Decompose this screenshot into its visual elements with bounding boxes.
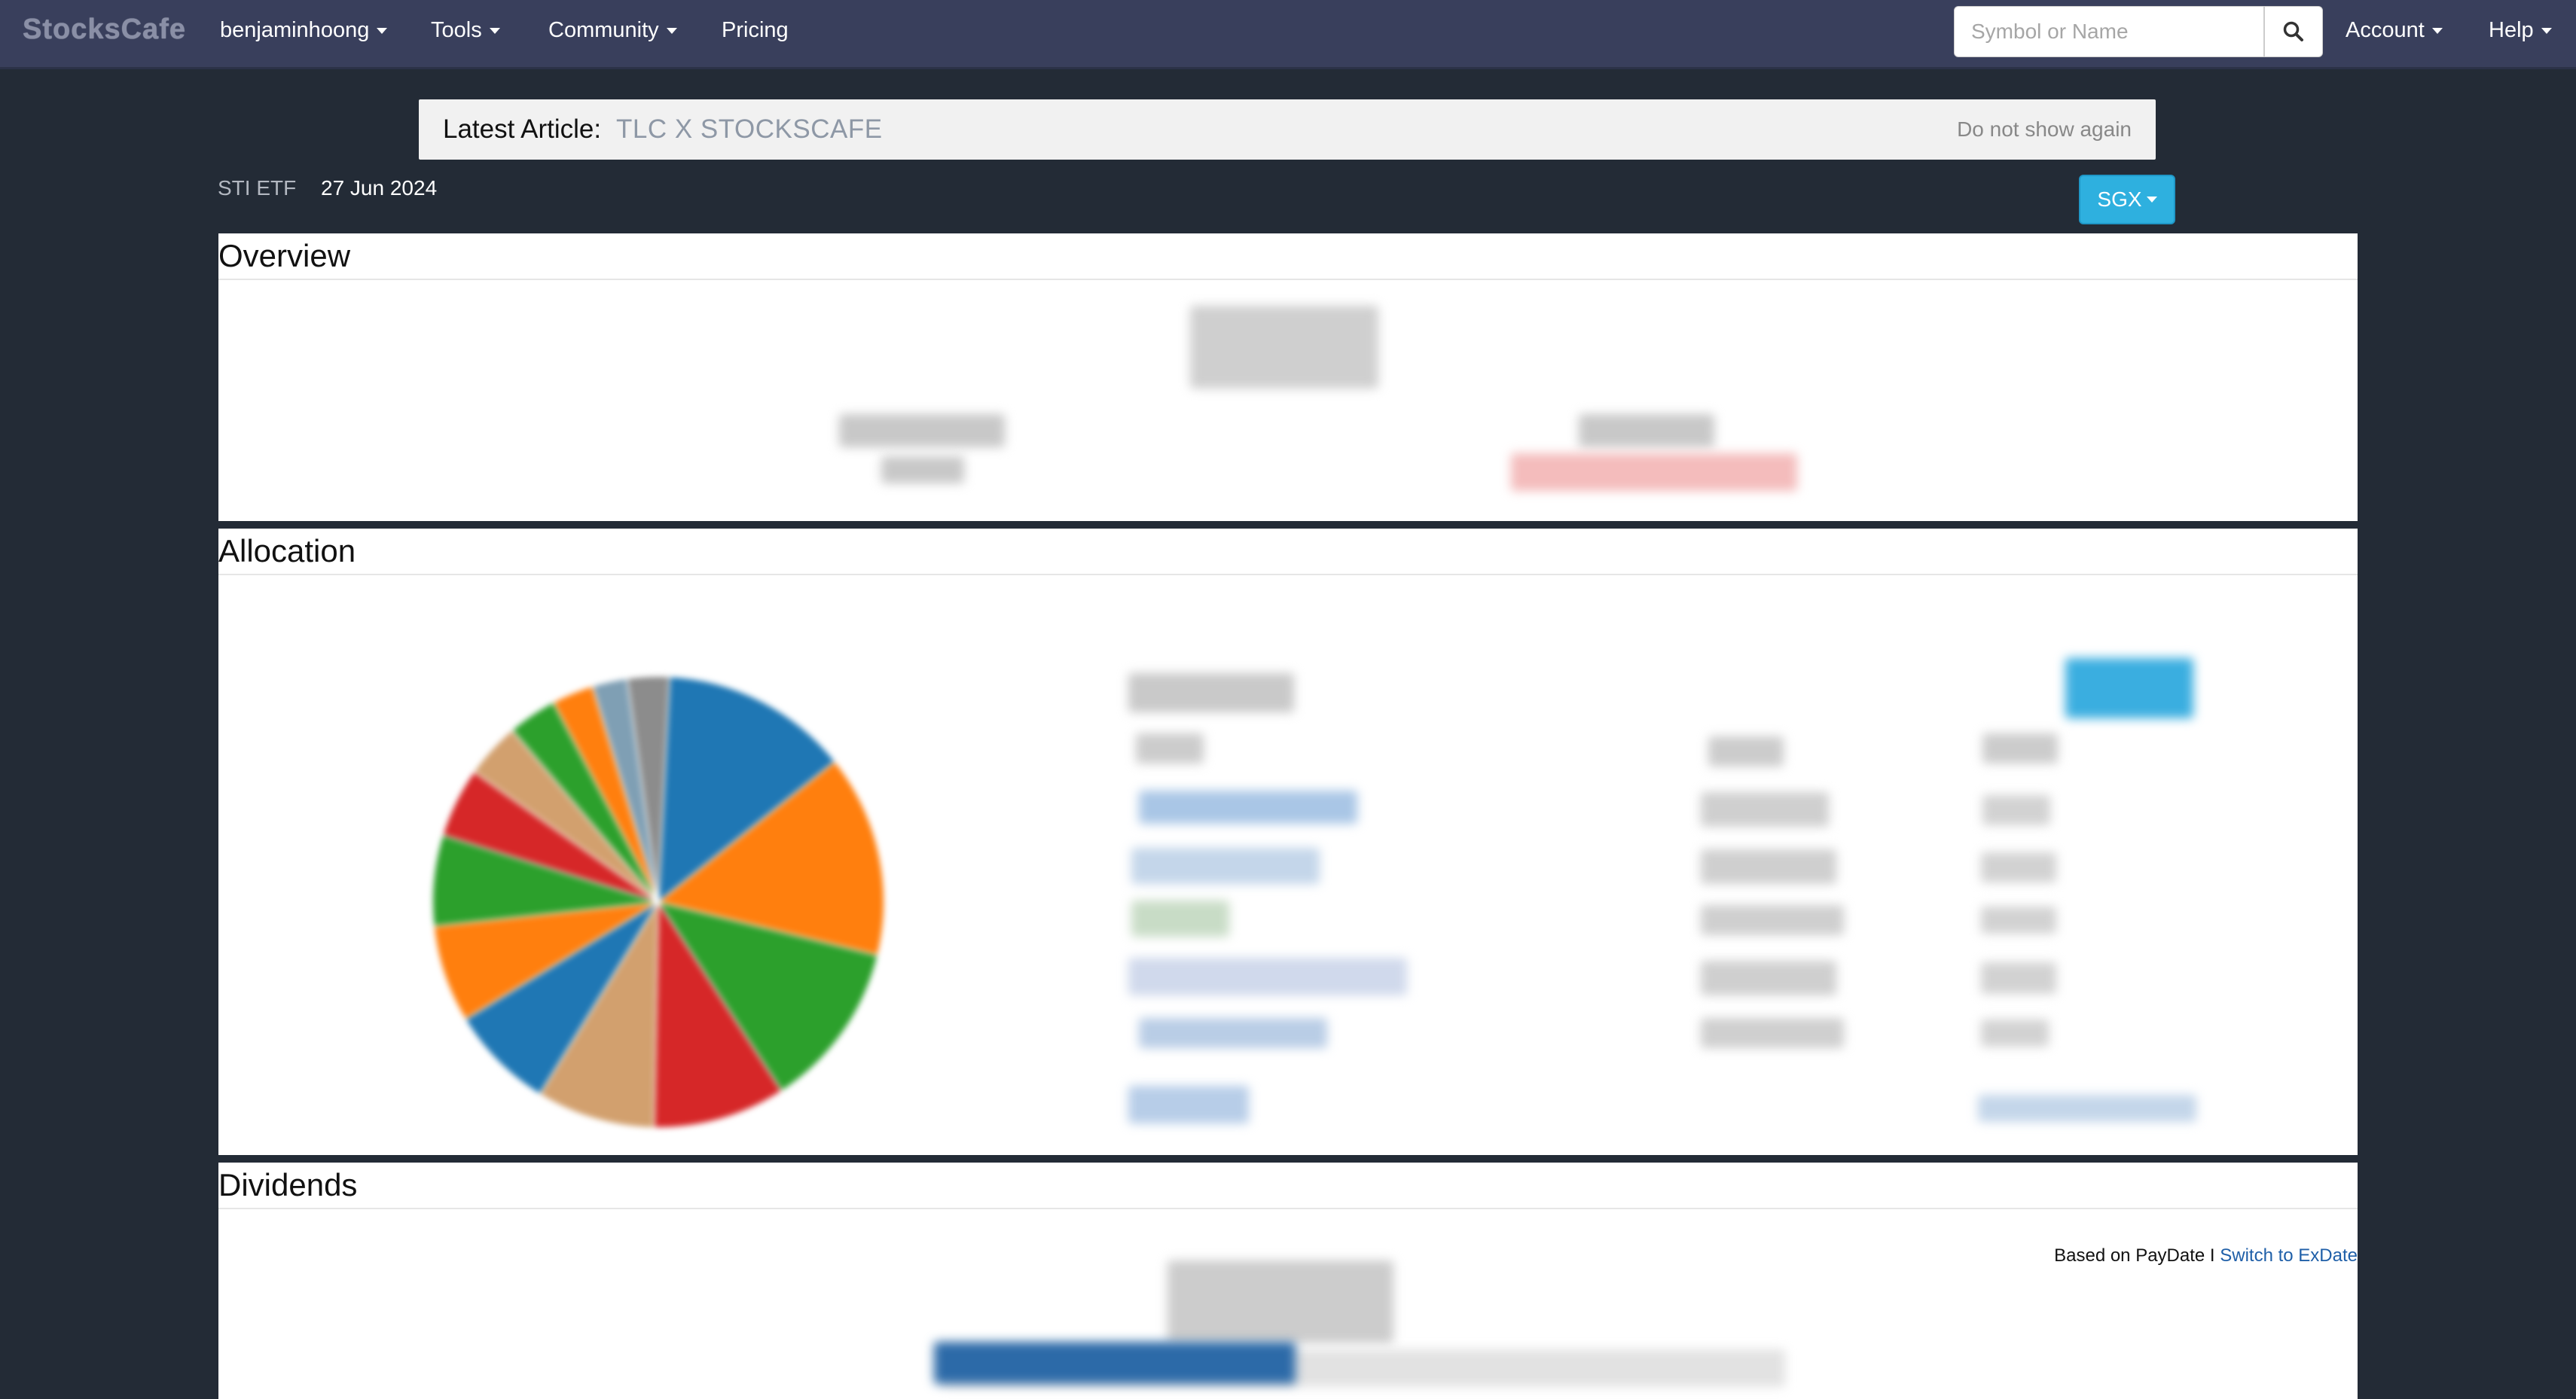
stock-symbol: STI ETF [218,176,297,200]
divider [218,574,2358,575]
obscured-value [839,414,1005,447]
community-menu[interactable]: Community [548,18,677,43]
obscured-row [1701,792,1829,827]
do-not-show-again-link[interactable]: Do not show again [1957,117,2132,141]
help-menu[interactable]: Help [2489,18,2552,43]
chevron-down-icon [2431,28,2443,35]
obscured-row [1981,907,2056,934]
obscured-row [1981,852,2056,882]
symbol-search-input[interactable] [1954,6,2264,57]
chevron-down-icon [2146,197,2157,203]
obscured-row [1701,905,1844,935]
overview-panel: Overview [218,233,2358,521]
pie-slice[interactable] [432,834,659,928]
pie-slice[interactable] [432,901,659,1021]
pie-slice[interactable] [656,901,879,1093]
user-menu-label: benjaminhoong [220,18,370,42]
obscured-value [881,456,964,483]
obscured-row [1701,849,1836,884]
obscured-row [1981,962,2056,994]
obscured-row [1139,1018,1327,1048]
search-button[interactable] [2264,6,2323,57]
obscured-change [1511,453,1797,491]
chevron-down-icon [489,28,500,35]
obscured-header [1708,736,1784,767]
dividends-title: Dividends [218,1167,358,1202]
account-menu-label: Account [2346,18,2425,42]
top-navbar: StocksCafe benjaminhoong Tools Community… [0,0,2576,69]
obscured-row [1982,795,2050,825]
pie-slice[interactable] [626,675,671,903]
obscured-row [1139,791,1357,824]
obscured-bar [934,1342,1296,1384]
search-icon [2283,21,2303,41]
obscured-row [1701,961,1836,995]
divider [218,1208,2358,1209]
dividend-basis-label: Based on PayDate I [2054,1245,2215,1266]
user-menu[interactable]: benjaminhoong [220,18,388,43]
dividends-panel: Dividends Based on PayDate I Switch to E… [218,1163,2358,1399]
latest-article-banner: Latest Article: TLC X STOCKSCAFE Do not … [419,99,2156,160]
exchange-dropdown-button[interactable]: SGX [2079,175,2175,224]
obscured-row [1131,901,1229,937]
chevron-down-icon [666,28,677,35]
tools-menu-label: Tools [431,18,482,42]
obscured-row [1981,1020,2049,1047]
obscured-row [1701,1018,1844,1048]
obscured-header [1982,733,2058,764]
allocation-title: Allocation [218,533,356,568]
allocation-panel: Allocation [218,529,2358,1155]
overview-title: Overview [218,238,351,273]
dividend-basis-note: Based on PayDate I Switch to ExDate [2054,1245,2358,1266]
community-menu-label: Community [548,18,659,42]
pie-slice[interactable] [656,760,885,957]
chevron-down-icon [377,28,388,35]
help-menu-label: Help [2489,18,2534,42]
exchange-label: SGX [2097,187,2142,211]
brand-logo[interactable]: StocksCafe [23,14,186,45]
obscured-row [1128,958,1407,995]
tools-menu[interactable]: Tools [431,18,500,43]
obscured-table-title [1128,673,1294,712]
allocation-pie-chart [432,675,885,1129]
obscured-header [1136,733,1204,764]
pie-slice[interactable] [657,675,837,904]
chevron-down-icon [2541,28,2552,35]
as-of-date: 27 Jun 2024 [321,176,438,200]
obscured-footer-link[interactable] [1128,1086,1249,1123]
pie-slice[interactable] [539,899,660,1129]
pricing-link[interactable]: Pricing [722,18,789,42]
switch-to-exdate-link[interactable]: Switch to ExDate [2220,1245,2358,1266]
obscured-value [1167,1260,1393,1343]
obscured-value [1579,414,1714,447]
obscured-row [1131,848,1320,884]
obscured-value [1190,306,1378,389]
account-menu[interactable]: Account [2346,18,2443,43]
obscured-table-button[interactable] [2065,658,2193,718]
latest-article-label: Latest Article: [443,114,602,144]
pie-slice[interactable] [464,901,659,1096]
pie-slice[interactable] [653,899,783,1129]
obscured-footer-link[interactable] [1978,1095,2196,1122]
latest-article-link[interactable]: TLC X STOCKSCAFE [616,114,883,144]
divider [218,279,2358,280]
